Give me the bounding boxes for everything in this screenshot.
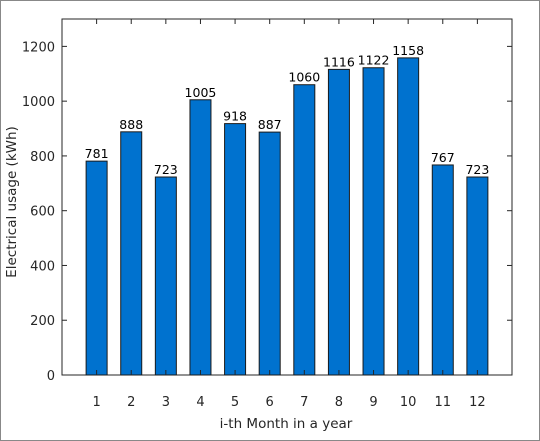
bar: [154, 176, 177, 376]
data-label: 723: [465, 162, 489, 177]
bar: [397, 57, 420, 376]
data-label: 723: [154, 162, 178, 177]
y-axis-label: Electrical usage (kWh): [4, 126, 20, 278]
x-tick-label: 10: [400, 395, 417, 410]
x-tick-label: 7: [300, 395, 308, 410]
plot-area: [61, 18, 513, 376]
data-label: 918: [223, 109, 247, 124]
x-tick-label: 12: [469, 395, 486, 410]
data-label: 781: [85, 146, 109, 161]
bar: [293, 84, 316, 376]
x-tick-label: 11: [434, 395, 451, 410]
x-axis-ticks: 1 2 3 4 5 6 7 8 9 10 11 12: [92, 19, 486, 410]
y-tick-label: 0: [47, 369, 55, 384]
data-label: 1005: [185, 85, 217, 100]
data-label: 1158: [392, 43, 424, 58]
data-label: 887: [258, 117, 282, 132]
y-tick-label: 200: [30, 314, 55, 329]
bar: [120, 131, 143, 376]
x-tick-label: 2: [127, 395, 135, 410]
bar: [327, 68, 350, 376]
plot-border: [61, 18, 513, 376]
x-tick-label: 4: [196, 395, 204, 410]
bar: [85, 160, 108, 376]
x-tick-label: 1: [92, 395, 100, 410]
x-tick-label: 5: [231, 395, 239, 410]
data-label: 1060: [288, 70, 320, 85]
bar: [431, 164, 454, 376]
bar: [224, 123, 247, 376]
bar: [362, 67, 385, 376]
y-tick-label: 1200: [22, 40, 55, 55]
x-tick-label: 3: [162, 395, 170, 410]
x-tick-label: 9: [369, 395, 377, 410]
y-tick-label: 1000: [22, 95, 55, 110]
bar: [258, 131, 281, 376]
data-label: 1122: [358, 53, 390, 68]
data-label: 888: [119, 117, 143, 132]
y-axis-ticks: 0 200 400 600 800 1000 1200: [22, 40, 512, 384]
y-tick-label: 600: [30, 205, 55, 220]
x-tick-label: 6: [266, 395, 274, 410]
bars-group: [85, 57, 489, 376]
data-label: 1116: [323, 54, 355, 69]
y-tick-label: 400: [30, 259, 55, 274]
bar: [466, 176, 489, 376]
y-tick-label: 800: [30, 150, 55, 165]
data-label: 767: [431, 150, 455, 165]
x-tick-label: 8: [335, 395, 343, 410]
x-axis-label: i-th Month in a year: [220, 416, 353, 432]
bar: [189, 99, 212, 376]
